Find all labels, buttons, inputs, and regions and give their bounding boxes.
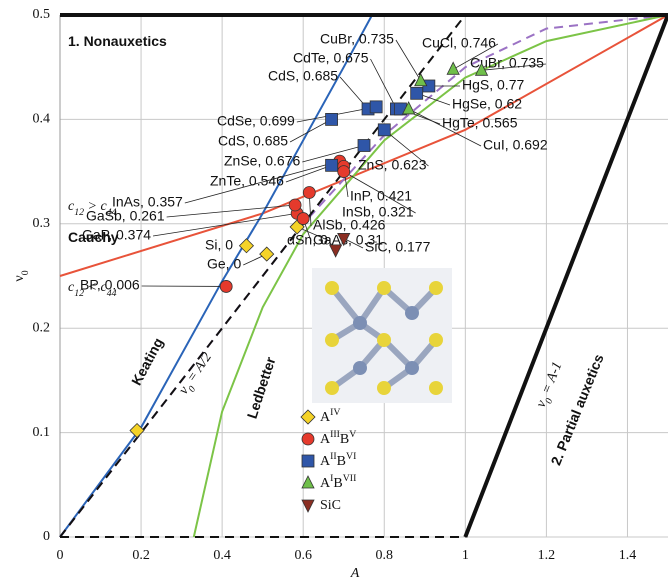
point-label: ZnTe, 0.546 (210, 173, 284, 189)
legend-label-part: B (337, 454, 346, 469)
chart: 00.20.40.60.811.21.400.10.20.30.40.5 Aν0… (0, 0, 668, 584)
x-tick-label: 1 (462, 548, 469, 563)
point-label: SiC, 0.177 (365, 239, 431, 255)
point (326, 113, 338, 125)
point-label: GaSb, 0.261 (86, 208, 165, 224)
point-label: HgSe, 0.62 (452, 96, 522, 112)
point-label: CuCl, 0.746 (422, 35, 496, 51)
x-axis-label: A (350, 566, 360, 581)
point-label: HgTe, 0.565 (442, 115, 518, 131)
point-label: CdS, 0.685 (218, 133, 288, 149)
y-tick-label: 0.2 (33, 320, 51, 335)
legend-label-part: V (349, 429, 356, 440)
point-label: HgS, 0.77 (462, 77, 524, 93)
x-tick-label: 1.4 (619, 548, 637, 563)
point (411, 87, 423, 99)
point-label: ZnSe, 0.676 (224, 153, 300, 169)
annotation-part: 12 (74, 207, 84, 218)
legend-label-part: III (330, 429, 340, 440)
y-tick-label: 0.3 (33, 216, 51, 231)
annotation-part: 1. Nonauxetics (68, 33, 167, 49)
x-tick-label: 0 (57, 548, 64, 563)
point (303, 186, 315, 198)
point-label: Ge, 0 (207, 256, 241, 272)
point-label: CdS, 0.685 (268, 68, 338, 84)
point (297, 213, 309, 225)
point-label: CdTe, 0.675 (293, 50, 369, 66)
x-tick-label: 1.2 (538, 548, 556, 563)
point-label: InP, 0.421 (350, 188, 412, 204)
point-label: CuI, 0.692 (483, 137, 548, 153)
legend-label-part: IV (330, 407, 340, 418)
legend-label-part: SiC (320, 498, 341, 513)
point (370, 101, 382, 113)
y-tick-label: 0 (43, 529, 50, 544)
point-label: BP, 0.006 (80, 277, 140, 293)
point-label: GaP, 0.374 (82, 227, 151, 243)
point-label: CuBr, 0.735 (320, 31, 394, 47)
point (378, 124, 390, 136)
y-tick-label: 0.5 (33, 7, 51, 22)
legend-label: SiC (320, 498, 341, 513)
x-tick-label: 0.6 (294, 548, 312, 563)
annotation: 1. Nonauxetics (68, 33, 167, 49)
point-label: Si, 0 (205, 237, 233, 253)
x-tick-label: 0.8 (376, 548, 394, 563)
legend-label-part: VII (343, 473, 357, 484)
point (326, 159, 338, 171)
crystal-image (312, 268, 452, 403)
legend-label-part: B (333, 476, 342, 491)
point (220, 280, 232, 292)
y-axis-label-part: 0 (20, 270, 31, 275)
legend-label-part: B (340, 432, 349, 447)
point (358, 140, 370, 152)
y-tick-label: 0.4 (33, 112, 51, 127)
point (338, 166, 350, 178)
x-tick-label: 0.2 (132, 548, 150, 563)
point (289, 199, 301, 211)
y-tick-label: 0.1 (33, 425, 51, 440)
legend-marker (302, 433, 314, 445)
x-tick-label: 0.4 (213, 548, 231, 563)
point-label: InAs, 0.357 (112, 194, 183, 210)
legend-label-part: VI (346, 451, 356, 462)
point-label: CdSe, 0.699 (217, 113, 295, 129)
legend-marker (302, 455, 314, 467)
point-label: ZnS, 0.623 (358, 157, 427, 173)
